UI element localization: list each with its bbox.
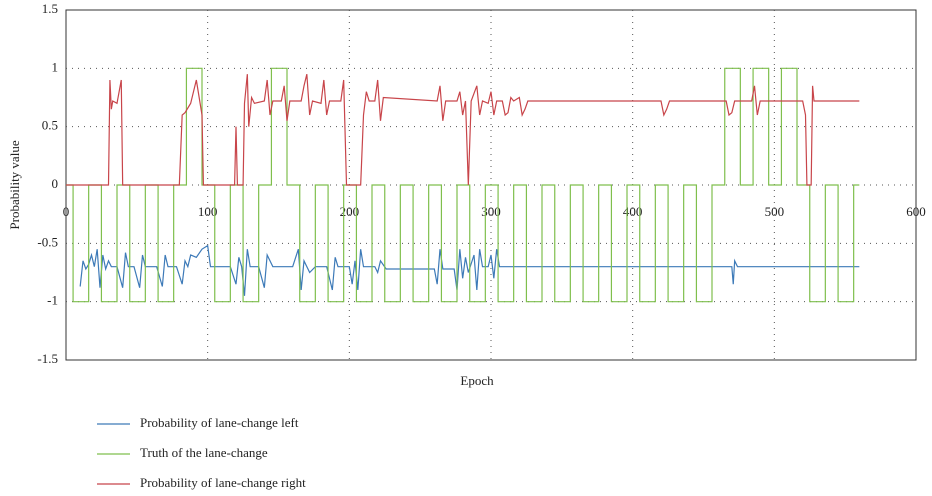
x-tick-label: 200 bbox=[340, 204, 360, 219]
series-line bbox=[66, 67, 860, 303]
y-tick-label: -1.5 bbox=[37, 351, 58, 366]
x-tick-label: 500 bbox=[765, 204, 785, 219]
y-tick-label: -1 bbox=[47, 293, 58, 308]
legend-label: Truth of the lane-change bbox=[140, 445, 268, 460]
x-tick-label: 300 bbox=[481, 204, 501, 219]
y-tick-label: 1.5 bbox=[42, 1, 58, 16]
legend-label: Probability of lane-change right bbox=[140, 475, 306, 490]
y-axis-title: Probability value bbox=[7, 140, 22, 229]
y-tick-label: -0.5 bbox=[37, 234, 58, 249]
series-line bbox=[66, 74, 860, 186]
x-tick-label: 0 bbox=[63, 204, 70, 219]
x-tick-label: 400 bbox=[623, 204, 643, 219]
x-axis-title: Epoch bbox=[460, 373, 494, 388]
x-tick-label: 100 bbox=[198, 204, 218, 219]
y-tick-label: 0.5 bbox=[42, 118, 58, 133]
x-tick-label: 600 bbox=[906, 204, 926, 219]
y-tick-label: 0 bbox=[52, 176, 59, 191]
legend-label: Probability of lane-change left bbox=[140, 415, 299, 430]
series-line bbox=[79, 244, 860, 296]
y-tick-label: 1 bbox=[52, 59, 59, 74]
